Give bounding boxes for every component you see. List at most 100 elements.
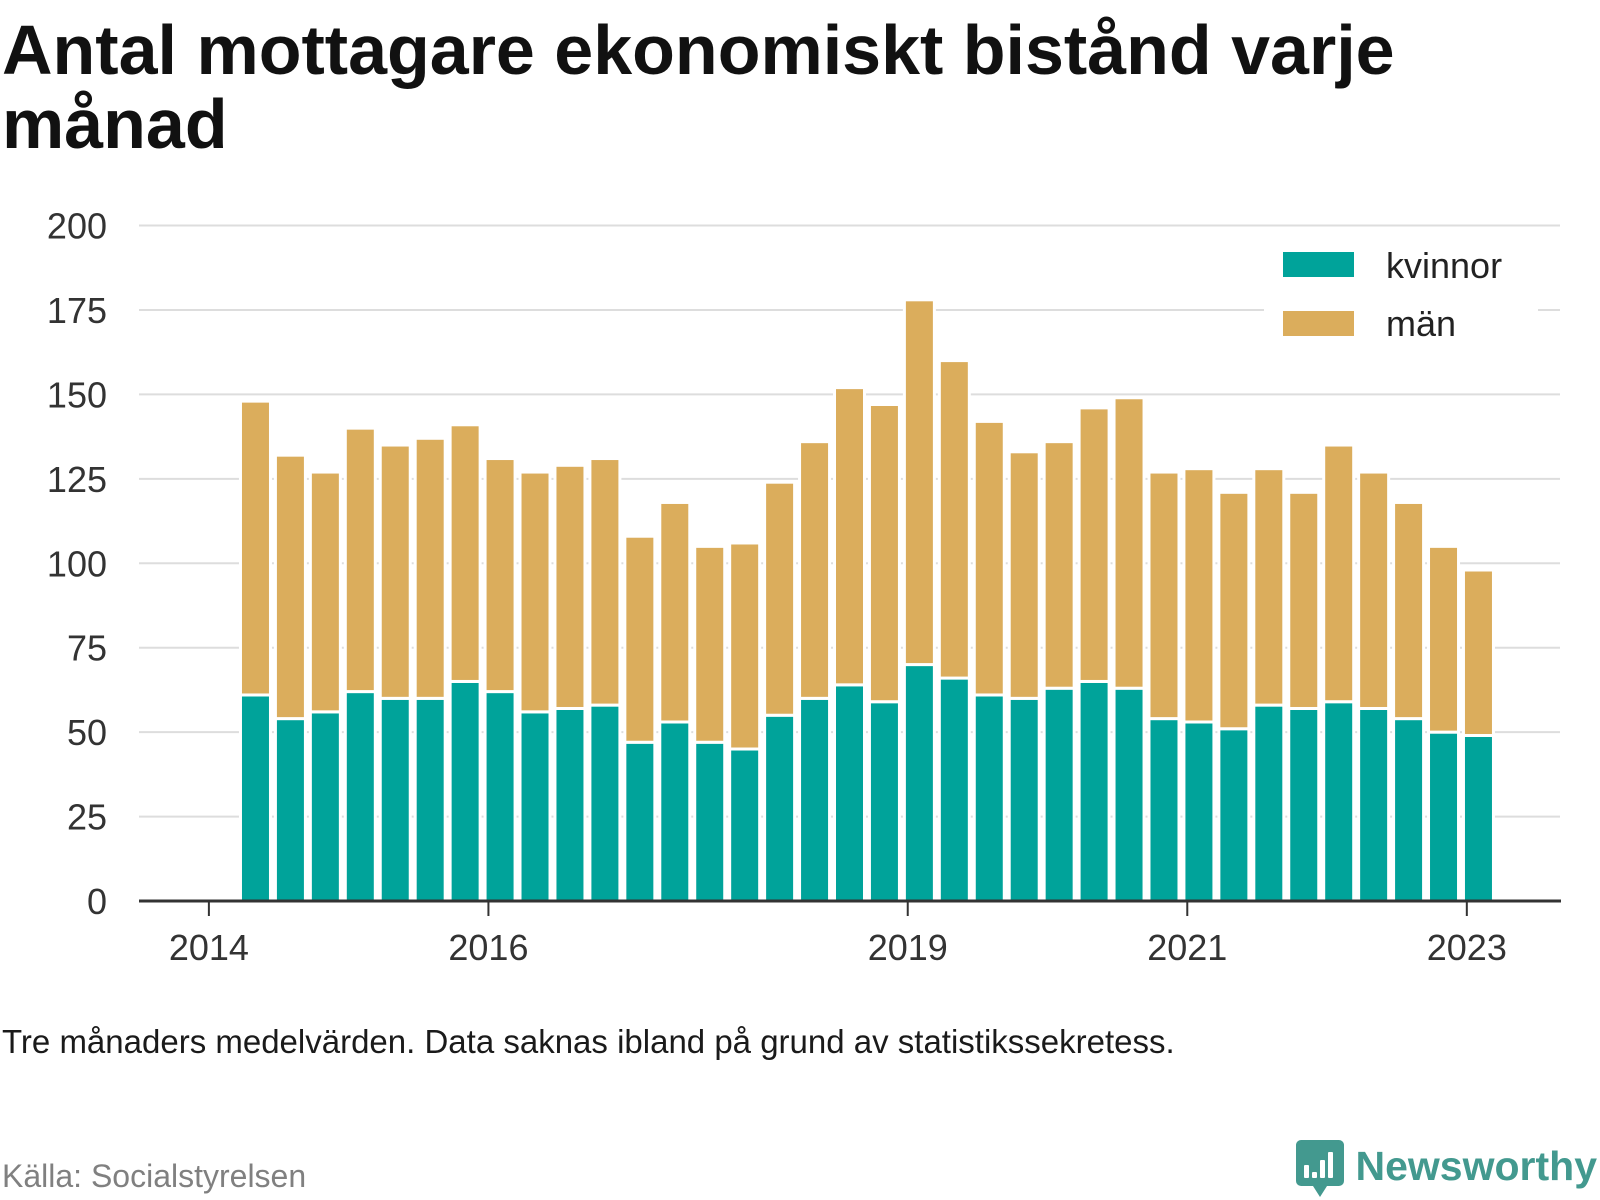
bar-man-2017-08 [693, 544, 727, 744]
bar-man-2019-05 [937, 359, 971, 680]
newsworthy-logo: Newsworthy [1295, 1140, 1598, 1198]
bar-man-2015-08 [413, 436, 447, 700]
y-tick-label-175: 175 [47, 290, 107, 331]
bar-man-2021-11 [1287, 490, 1321, 710]
logo-bar-1 [1303, 1165, 1309, 1178]
bar-kvinnor-2014-05 [238, 693, 272, 903]
bar-kvinnor-2016-05 [518, 710, 552, 903]
bar-kvinnor-2022-11 [1427, 730, 1461, 903]
bar-man-2015-05 [378, 443, 412, 700]
bar-man-2022-11 [1427, 544, 1461, 734]
logo-bar-4 [1327, 1152, 1333, 1178]
bar-man-2016-02 [483, 457, 517, 694]
bar-man-2016-11 [588, 457, 622, 707]
bar-kvinnor-2020-02 [1042, 686, 1076, 903]
x-tick-label-2023: 2023 [1427, 927, 1507, 968]
y-tick-label-125: 125 [47, 459, 107, 500]
bar-man-2020-08 [1112, 396, 1146, 690]
bar-kvinnor-2016-02 [483, 690, 517, 903]
chart-note: Tre månaders medelvärden. Data saknas ib… [2, 1023, 1175, 1060]
bar-kvinnor-2017-08 [693, 740, 727, 903]
bar-man-2020-11 [1147, 470, 1181, 721]
bar-man-2017-02 [623, 534, 657, 744]
bar-kvinnor-2023-02 [1461, 734, 1495, 903]
bar-kvinnor-2021-08 [1252, 703, 1286, 903]
bar-kvinnor-2015-02 [343, 690, 377, 903]
bar-man-2018-02 [763, 480, 797, 717]
y-tick-label-0: 0 [87, 881, 107, 922]
bar-kvinnor-2022-02 [1322, 700, 1356, 903]
bar-kvinnor-2018-08 [833, 683, 866, 903]
bar-man-2018-11 [867, 403, 901, 704]
bar-kvinnor-2017-11 [728, 747, 762, 903]
legend: kvinnor män [1264, 238, 1538, 350]
bar-kvinnor-2020-11 [1147, 717, 1181, 903]
bar-man-2016-08 [553, 463, 587, 710]
bar-kvinnor-2018-11 [867, 700, 901, 903]
bars [238, 298, 1495, 903]
logo-bar-3 [1319, 1160, 1325, 1178]
source-credit: Källa: Socialstyrelsen [2, 1158, 307, 1194]
legend-swatch-kvinnor [1283, 252, 1354, 277]
bar-man-2018-05 [798, 440, 832, 700]
newsworthy-bubble-chart-icon [1295, 1140, 1344, 1197]
bar-man-2023-02 [1461, 568, 1495, 738]
bar-man-2020-02 [1042, 440, 1076, 690]
bar-kvinnor-2022-05 [1357, 706, 1391, 903]
bar-man-2017-05 [658, 500, 692, 724]
bar-man-2021-02 [1182, 467, 1216, 724]
bar-kvinnor-2019-08 [972, 693, 1006, 903]
logo-bar-2 [1311, 1172, 1317, 1178]
bar-kvinnor-2018-05 [798, 696, 832, 903]
x-axis: 2014 2016 2019 2021 2023 [139, 899, 1561, 968]
bar-man-2018-08 [833, 386, 866, 687]
y-tick-label-25: 25 [67, 797, 107, 838]
y-tick-label-200: 200 [47, 206, 107, 247]
bar-man-2019-08 [972, 419, 1006, 697]
bar-man-2022-02 [1322, 443, 1356, 704]
bar-man-2020-05 [1077, 406, 1111, 683]
bar-kvinnor-2021-11 [1287, 706, 1321, 903]
bar-kvinnor-2021-05 [1217, 727, 1251, 903]
y-axis: 0 25 50 75 100 125 150 175 200 [47, 206, 107, 923]
y-tick-label-150: 150 [47, 374, 107, 415]
bar-kvinnor-2016-11 [588, 703, 622, 903]
y-tick-label-100: 100 [47, 543, 107, 584]
bar-kvinnor-2021-02 [1182, 720, 1216, 903]
bar-man-2022-08 [1392, 500, 1426, 721]
bar-kvinnor-2019-02 [902, 663, 936, 903]
legend-label-man: män [1386, 303, 1456, 344]
x-tick-label-2019: 2019 [868, 927, 948, 968]
bar-man-2019-02 [902, 298, 936, 667]
bar-kvinnor-2015-08 [413, 696, 447, 903]
bar-kvinnor-2015-05 [378, 696, 412, 903]
bar-kvinnor-2020-05 [1077, 679, 1111, 903]
y-tick-label-50: 50 [67, 712, 107, 753]
bar-man-2014-11 [308, 470, 342, 714]
bar-man-2017-11 [728, 541, 762, 751]
bar-kvinnor-2018-02 [763, 713, 797, 903]
x-tick-label-2014: 2014 [169, 927, 249, 968]
bar-man-2021-05 [1217, 490, 1251, 731]
bar-kvinnor-2017-05 [658, 720, 692, 903]
bar-man-2016-05 [518, 470, 552, 714]
bar-kvinnor-2022-08 [1392, 717, 1426, 903]
y-tick-label-75: 75 [67, 628, 107, 669]
x-tick-label-2021: 2021 [1147, 927, 1227, 968]
bar-kvinnor-2014-11 [308, 710, 342, 903]
bar-man-2014-05 [238, 399, 272, 697]
bar-man-2015-11 [448, 423, 482, 683]
bar-man-2015-02 [343, 426, 377, 694]
bar-kvinnor-2015-11 [448, 679, 482, 903]
bar-kvinnor-2020-08 [1112, 686, 1146, 903]
bar-man-2022-05 [1357, 470, 1391, 710]
bar-man-2014-08 [273, 453, 307, 721]
legend-label-kvinnor: kvinnor [1386, 245, 1502, 286]
chart-title: Antal mottagare ekonomiskt bistånd varje… [2, 11, 1395, 163]
logo-wordmark: Newsworthy [1355, 1143, 1598, 1189]
bar-man-2019-11 [1007, 450, 1041, 700]
legend-swatch-man [1283, 311, 1354, 336]
bar-kvinnor-2016-08 [553, 706, 587, 903]
